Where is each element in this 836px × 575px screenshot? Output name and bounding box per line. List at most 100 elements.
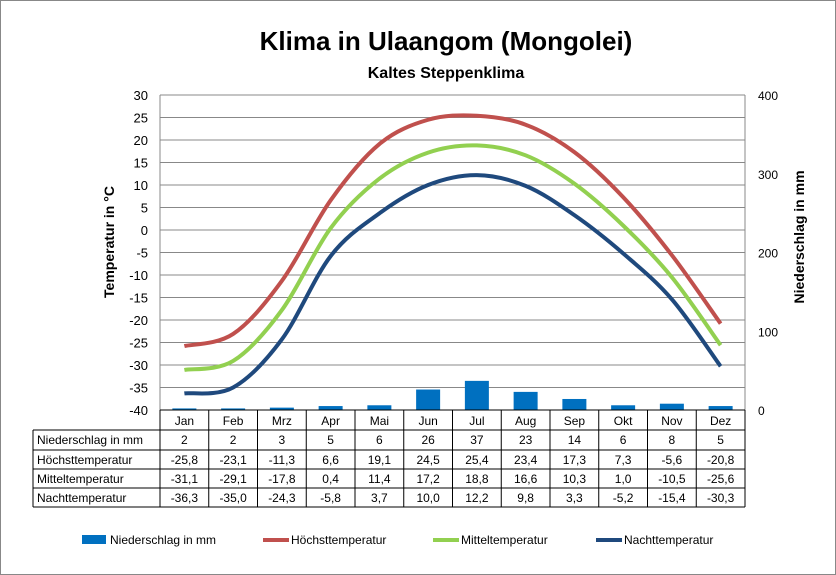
y-tick-label: -20 <box>129 313 148 328</box>
x-tick-label: Jan <box>175 414 194 428</box>
y-tick-label: 0 <box>141 223 148 238</box>
precip-bar <box>562 398 587 410</box>
y2-tick-label: 0 <box>758 404 765 418</box>
precip-bar <box>464 380 489 410</box>
table-cell: 11,4 <box>368 472 391 486</box>
table-cell: 19,1 <box>368 453 392 467</box>
table-cell: 25,4 <box>465 453 489 467</box>
table-cell: 6,6 <box>322 453 339 467</box>
table-cell: 7,3 <box>615 453 632 467</box>
table-cell: -31,1 <box>171 472 199 486</box>
legend-label: Nachttemperatur <box>624 533 713 547</box>
table-cell: -10,5 <box>658 472 686 486</box>
table-cell: 3,7 <box>371 491 388 505</box>
table-cell: 0,4 <box>322 472 339 486</box>
precip-bar <box>172 408 197 410</box>
y-tick-label: 25 <box>134 111 148 126</box>
table-cell: -25,8 <box>171 453 199 467</box>
y2-tick-label: 300 <box>758 168 778 182</box>
y2-tick-label: 200 <box>758 247 778 261</box>
y2-tick-label: 100 <box>758 325 778 339</box>
x-tick-label: Mrz <box>272 414 292 428</box>
y-tick-label: -30 <box>129 358 148 373</box>
table-cell: -25,6 <box>707 472 735 486</box>
y-axis-label: Temperatur in °C <box>101 186 117 298</box>
legend-label: Mitteltemperatur <box>461 533 548 547</box>
table-cell: 12,2 <box>465 491 489 505</box>
x-tick-label: Mai <box>370 414 389 428</box>
y-tick-label: 5 <box>141 201 148 216</box>
table-cell: 14 <box>568 433 582 447</box>
table-cell: 10,3 <box>563 472 587 486</box>
table-cell: 6 <box>376 433 383 447</box>
table-cell: 17,2 <box>416 472 440 486</box>
precip-bar <box>611 405 636 410</box>
y-tick-label: -25 <box>129 336 148 351</box>
table-cell: 10,0 <box>416 491 440 505</box>
table-cell: 5 <box>327 433 334 447</box>
table-cell: 6 <box>620 433 627 447</box>
precip-bar <box>416 389 441 410</box>
table-cell: -5,8 <box>320 491 341 505</box>
table-row-header: Mitteltemperatur <box>37 472 124 486</box>
table-cell: -24,3 <box>268 491 296 505</box>
y-tick-label: -35 <box>129 381 148 396</box>
y2-axis-label: Niederschlag in mm <box>791 170 807 303</box>
x-tick-label: Okt <box>614 414 633 428</box>
legend-label: Höchsttemperatur <box>291 533 386 547</box>
table-cell: 3,3 <box>566 491 583 505</box>
table-cell: 17,3 <box>563 453 587 467</box>
y2-tick-label: 400 <box>758 89 778 103</box>
series-line <box>183 113 723 349</box>
x-tick-label: Feb <box>223 414 244 428</box>
y-tick-label: 20 <box>134 133 148 148</box>
precip-bar <box>318 406 343 410</box>
precip-bar <box>221 408 246 410</box>
x-tick-label: Aug <box>515 414 536 428</box>
table-cell: 8 <box>669 433 676 447</box>
table-cell: -11,3 <box>269 453 296 467</box>
table-cell: -5,6 <box>662 453 683 467</box>
y-tick-label: -15 <box>129 291 148 306</box>
y-tick-label: 30 <box>134 88 148 103</box>
y-tick-label: -40 <box>129 403 148 418</box>
precip-bar <box>367 405 392 410</box>
table-cell: 2 <box>181 433 188 447</box>
table-cell: 16,6 <box>514 472 538 486</box>
table-row-header: Höchsttemperatur <box>37 453 132 467</box>
table-row-header: Nachttemperatur <box>37 491 126 505</box>
table-cell: 37 <box>470 433 484 447</box>
table-cell: -20,8 <box>707 453 735 467</box>
precip-bar <box>513 391 538 410</box>
y-tick-label: -5 <box>136 246 148 261</box>
legend-swatch <box>82 535 106 544</box>
table-cell: 9,8 <box>517 491 534 505</box>
table-cell: 1,0 <box>615 472 632 486</box>
table-cell: -17,8 <box>268 472 296 486</box>
table-cell: 3 <box>279 433 286 447</box>
table-cell: -35,0 <box>219 491 247 505</box>
table-cell: 18,8 <box>465 472 489 486</box>
table-cell: -15,4 <box>658 491 686 505</box>
x-tick-label: Jul <box>469 414 484 428</box>
precip-bar <box>659 403 684 410</box>
table-cell: 26 <box>421 433 435 447</box>
table-row-header: Niederschlag in mm <box>37 433 143 447</box>
table-cell: 24,5 <box>416 453 440 467</box>
series-line <box>184 143 723 372</box>
chart-title: Klima in Ulaangom (Mongolei) <box>260 26 633 56</box>
table-cell: -23,1 <box>219 453 247 467</box>
chart-subtitle: Kaltes Steppenklima <box>368 65 525 82</box>
precip-bar <box>708 406 733 410</box>
x-tick-label: Nov <box>661 414 682 428</box>
y-tick-label: 15 <box>134 156 148 171</box>
table-cell: -29,1 <box>219 472 247 486</box>
table-cell: 2 <box>230 433 237 447</box>
y-tick-label: -10 <box>129 268 148 283</box>
table-cell: -36,3 <box>171 491 199 505</box>
table-cell: -30,3 <box>707 491 735 505</box>
x-tick-label: Sep <box>564 414 586 428</box>
legend-label: Niederschlag in mm <box>110 533 216 547</box>
